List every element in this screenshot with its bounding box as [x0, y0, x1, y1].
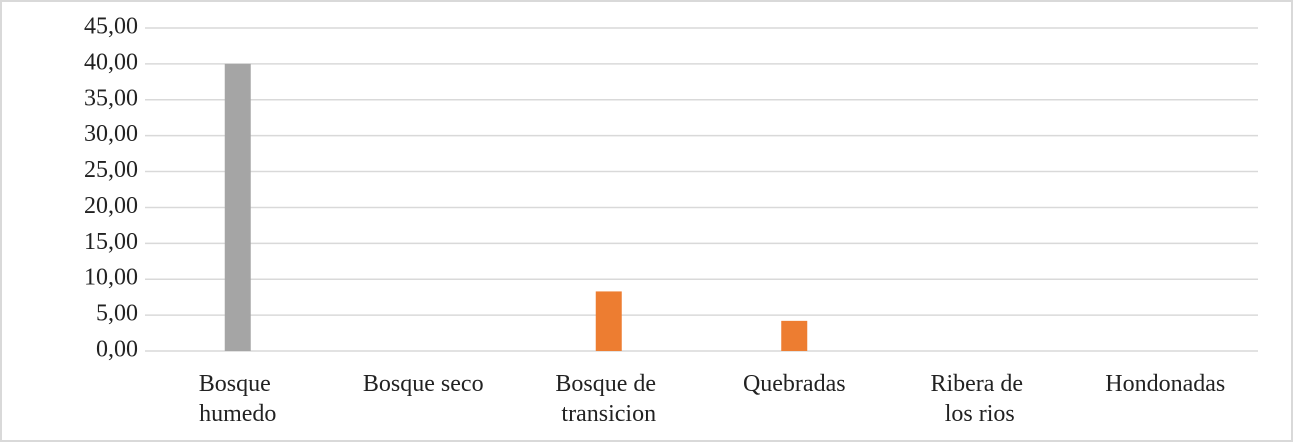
bar — [595, 291, 622, 351]
y-tick-label: 30,00 — [84, 121, 138, 147]
x-tick-label: Quebradas — [743, 371, 846, 397]
bar — [781, 320, 808, 351]
y-tick-label: 10,00 — [84, 265, 138, 291]
y-tick-label: 25,00 — [84, 157, 138, 183]
y-tick-label: 20,00 — [84, 193, 138, 219]
x-tick-label: Bosque humedo — [199, 371, 277, 427]
y-tick-label: 35,00 — [84, 85, 138, 111]
x-tick-label: Bosque seco — [363, 371, 484, 397]
y-tick-label: 0,00 — [96, 337, 138, 363]
y-tick-label: 15,00 — [84, 229, 138, 255]
x-tick-label: Bosque de transicion — [555, 371, 662, 427]
y-tick-label: 40,00 — [84, 49, 138, 75]
x-tick-label: Ribera de los rios — [930, 371, 1029, 427]
bar — [224, 63, 251, 352]
x-tick-label: Hondonadas — [1105, 371, 1225, 397]
y-tick-label: 5,00 — [96, 301, 138, 327]
y-tick-label: 45,00 — [84, 14, 138, 40]
